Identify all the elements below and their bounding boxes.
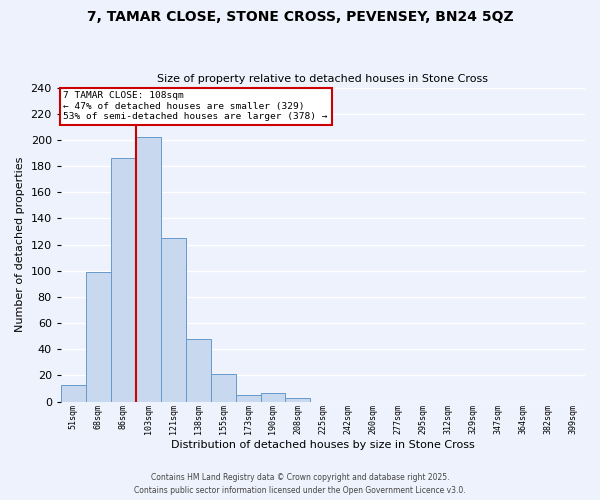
Bar [211, 374, 236, 402]
Bar [136, 138, 161, 402]
Bar [111, 158, 136, 402]
X-axis label: Distribution of detached houses by size in Stone Cross: Distribution of detached houses by size … [171, 440, 475, 450]
Bar [86, 272, 111, 402]
Bar [236, 395, 260, 402]
Text: 7, TAMAR CLOSE, STONE CROSS, PEVENSEY, BN24 5QZ: 7, TAMAR CLOSE, STONE CROSS, PEVENSEY, B… [86, 10, 514, 24]
Bar [286, 398, 310, 402]
Text: Contains HM Land Registry data © Crown copyright and database right 2025.
Contai: Contains HM Land Registry data © Crown c… [134, 474, 466, 495]
Bar [61, 384, 86, 402]
Y-axis label: Number of detached properties: Number of detached properties [15, 157, 25, 332]
Title: Size of property relative to detached houses in Stone Cross: Size of property relative to detached ho… [157, 74, 488, 84]
Text: 7 TAMAR CLOSE: 108sqm
← 47% of detached houses are smaller (329)
53% of semi-det: 7 TAMAR CLOSE: 108sqm ← 47% of detached … [64, 92, 328, 122]
Bar [260, 392, 286, 402]
Bar [185, 339, 211, 402]
Bar [161, 238, 185, 402]
